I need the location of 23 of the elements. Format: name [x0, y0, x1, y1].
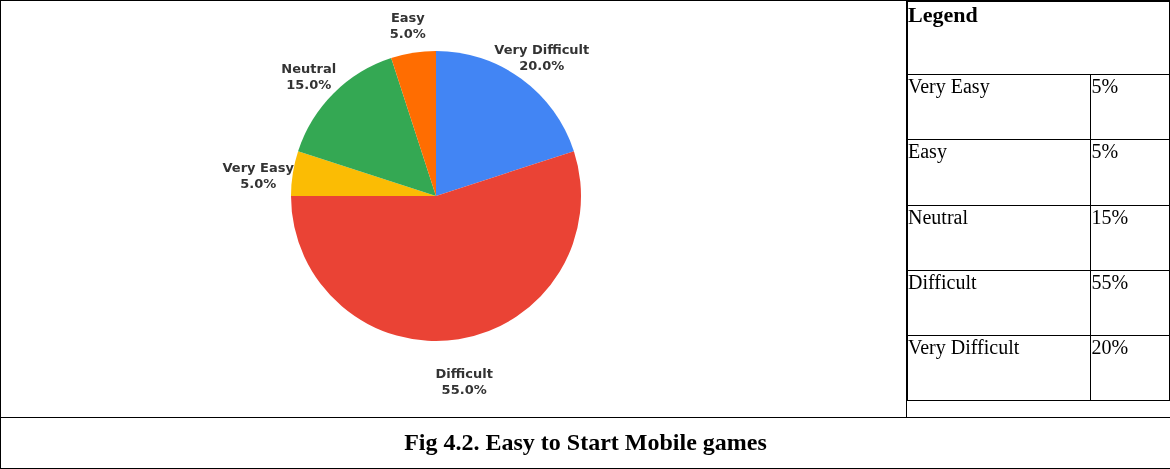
pie-slice: [391, 51, 436, 196]
data-label: 5.0%: [389, 26, 426, 42]
text: Neutral: [907, 205, 1091, 271]
text: 5%: [1090, 139, 1170, 206]
data-label: 15.0%: [286, 76, 332, 92]
slice-label: Difficult: [435, 365, 493, 381]
text: Very Difficult: [907, 335, 1091, 401]
data-label: 5.0%: [240, 175, 277, 191]
text: 15%: [1090, 205, 1170, 271]
text: Difficult: [907, 270, 1091, 336]
text: 55%: [1090, 270, 1170, 336]
legend-title: Legend: [907, 1, 1170, 75]
text: 5%: [1090, 74, 1170, 140]
slice-label: Easy: [390, 10, 426, 26]
slice-label: Very Difficult: [494, 42, 590, 58]
text: Very Easy: [907, 74, 1091, 140]
data-label: 20.0%: [519, 58, 565, 74]
slice-label: Very Easy: [222, 159, 295, 175]
slice-label: Neutral: [281, 60, 337, 76]
text: Easy: [907, 139, 1091, 206]
text: 20%: [1090, 335, 1170, 401]
text: Fig 4.2. Easy to Start Mobile games: [0, 417, 1170, 469]
data-label: 55.0%: [441, 381, 487, 397]
